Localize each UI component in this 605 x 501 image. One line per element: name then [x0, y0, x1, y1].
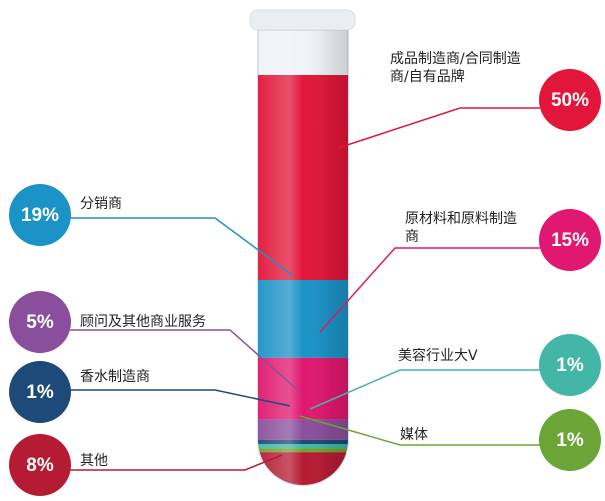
connectors [70, 107, 540, 471]
percent-circle [539, 334, 601, 396]
category-label: 香水制造商 [80, 369, 150, 385]
tube-shine [258, 30, 348, 485]
connector [299, 415, 540, 446]
percent-label: 1% [556, 430, 584, 451]
percent-circle [9, 361, 71, 423]
percent-circle [9, 184, 71, 246]
category-label: 分销商 [80, 196, 122, 212]
category-label: 原材料和原料制造商 [405, 211, 517, 245]
percent-circle [539, 69, 601, 131]
connector [70, 389, 291, 407]
connector [70, 329, 301, 393]
percent-label: 8% [26, 455, 54, 476]
tube-rim [249, 9, 356, 31]
percent-label: 1% [26, 382, 54, 403]
percent-circle [539, 409, 601, 471]
connector [309, 369, 540, 410]
category-label: 其他 [80, 453, 108, 469]
percent-label: 19% [21, 205, 59, 226]
percent-label: 1% [556, 355, 584, 376]
percent-label: 5% [26, 312, 54, 333]
category-label: 成品制造商/合同制造商/自有品牌 [390, 51, 521, 85]
category-label: 媒体 [400, 427, 428, 443]
percent-circle [9, 434, 71, 496]
category-label: 美容行业大V [398, 348, 478, 364]
percent-label: 50% [551, 90, 589, 111]
connector [70, 454, 283, 471]
connector [70, 217, 293, 276]
connector [337, 107, 540, 149]
percent-circle [9, 291, 71, 353]
percent-label: 15% [551, 230, 589, 251]
category-label: 顾问及其他商业服务 [80, 314, 206, 330]
percent-circle [539, 209, 601, 271]
connector [319, 247, 540, 333]
